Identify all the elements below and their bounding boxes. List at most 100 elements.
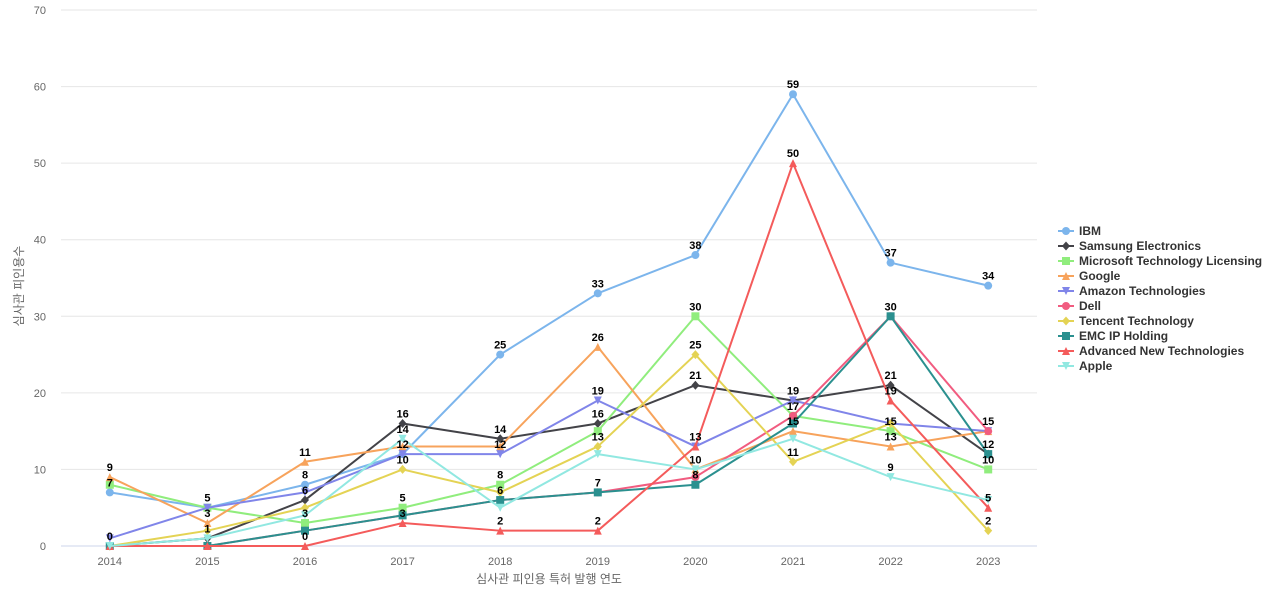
data-label: 16 xyxy=(592,408,604,420)
legend-item[interactable]: Tencent Technology xyxy=(1058,314,1194,328)
data-label: 38 xyxy=(689,240,701,252)
data-point[interactable] xyxy=(398,418,407,428)
data-point[interactable] xyxy=(691,442,700,451)
data-point[interactable] xyxy=(984,503,993,512)
data-point[interactable] xyxy=(496,496,505,505)
data-point[interactable] xyxy=(984,465,993,474)
data-point[interactable] xyxy=(886,312,895,321)
data-point[interactable] xyxy=(691,465,700,474)
data-point[interactable] xyxy=(593,289,602,298)
data-point[interactable] xyxy=(593,418,602,428)
data-point[interactable] xyxy=(886,258,895,267)
data-label: 37 xyxy=(884,248,896,260)
legend-item[interactable]: Dell xyxy=(1058,299,1101,313)
data-point[interactable] xyxy=(593,396,602,405)
data-label: 9 xyxy=(107,462,113,474)
data-point[interactable] xyxy=(886,418,895,428)
data-point[interactable] xyxy=(301,511,309,520)
data-point[interactable] xyxy=(789,90,797,99)
data-point[interactable] xyxy=(398,503,407,512)
data-point[interactable] xyxy=(886,442,895,451)
data-point[interactable] xyxy=(593,450,602,459)
data-label: 0 xyxy=(107,531,113,543)
data-point[interactable] xyxy=(789,396,797,405)
data-point[interactable] xyxy=(398,519,407,528)
data-point[interactable] xyxy=(496,434,505,444)
data-point[interactable] xyxy=(105,480,114,489)
legend-item[interactable]: Microsoft Technology Licensing xyxy=(1058,254,1262,268)
data-point[interactable] xyxy=(496,503,505,512)
data-point[interactable] xyxy=(984,281,993,290)
legend-item[interactable]: IBM xyxy=(1058,224,1101,238)
data-point[interactable] xyxy=(691,312,700,321)
data-point[interactable] xyxy=(789,457,797,467)
data-point[interactable] xyxy=(105,542,114,550)
data-point[interactable] xyxy=(691,350,700,360)
legend-label: Apple xyxy=(1079,359,1113,373)
data-point[interactable] xyxy=(496,442,505,451)
data-point[interactable] xyxy=(398,442,407,451)
data-point[interactable] xyxy=(789,434,797,443)
data-point[interactable] xyxy=(398,511,407,520)
data-point[interactable] xyxy=(496,350,505,359)
data-point[interactable] xyxy=(301,488,309,497)
data-point[interactable] xyxy=(593,526,602,535)
data-point[interactable] xyxy=(301,495,309,505)
data-point[interactable] xyxy=(496,450,505,459)
data-point[interactable] xyxy=(984,526,993,536)
legend-item[interactable]: Apple xyxy=(1058,359,1113,373)
data-point[interactable] xyxy=(398,450,407,459)
data-point[interactable] xyxy=(301,457,309,466)
data-point[interactable] xyxy=(301,503,309,513)
data-point[interactable] xyxy=(886,380,895,390)
data-point[interactable] xyxy=(203,526,212,536)
data-point[interactable] xyxy=(886,427,895,436)
data-point[interactable] xyxy=(203,542,212,550)
data-label: 10 xyxy=(396,454,408,466)
data-label: 7 xyxy=(595,477,601,489)
data-point[interactable] xyxy=(203,503,212,512)
data-point[interactable] xyxy=(593,427,602,436)
data-point[interactable] xyxy=(886,396,895,405)
data-point[interactable] xyxy=(301,526,309,535)
data-point[interactable] xyxy=(301,542,309,550)
data-point[interactable] xyxy=(105,534,114,543)
data-point[interactable] xyxy=(398,434,407,443)
data-point[interactable] xyxy=(398,464,407,474)
data-point[interactable] xyxy=(789,427,797,436)
legend-item[interactable]: Samsung Electronics xyxy=(1058,239,1201,253)
data-point[interactable] xyxy=(496,526,505,535)
data-point[interactable] xyxy=(789,419,797,428)
data-point[interactable] xyxy=(301,480,309,489)
data-point[interactable] xyxy=(984,450,993,459)
legend-label: Amazon Technologies xyxy=(1079,284,1206,298)
data-point[interactable] xyxy=(496,480,505,489)
data-point[interactable] xyxy=(691,480,700,489)
data-point[interactable] xyxy=(789,411,797,420)
series-microsoft-technology-licensing xyxy=(105,312,993,528)
legend-item[interactable]: Google xyxy=(1058,269,1121,283)
data-point[interactable] xyxy=(886,473,895,482)
grid-lines xyxy=(61,9,1037,470)
data-point[interactable] xyxy=(203,519,212,528)
data-point[interactable] xyxy=(593,441,602,451)
legend-item[interactable]: Advanced New Technologies xyxy=(1058,344,1244,358)
data-point[interactable] xyxy=(496,487,505,497)
data-point[interactable] xyxy=(203,534,212,543)
x-axis-ticks: 2014 2015 2016 2017 2018 2019 2020 2021 2022 2023 xyxy=(98,556,1001,568)
data-point[interactable] xyxy=(984,496,993,505)
data-point[interactable] xyxy=(593,342,602,351)
legend-item[interactable]: EMC IP Holding xyxy=(1058,329,1168,343)
data-point[interactable] xyxy=(789,159,797,168)
legend-item[interactable]: Amazon Technologies xyxy=(1058,284,1206,298)
data-point[interactable] xyxy=(105,473,114,482)
data-label: 6 xyxy=(302,485,308,497)
data-point[interactable] xyxy=(105,488,114,497)
data-point[interactable] xyxy=(691,473,700,482)
data-point[interactable] xyxy=(984,427,993,436)
data-point[interactable] xyxy=(691,380,700,390)
data-point[interactable] xyxy=(593,488,602,497)
legend-marker xyxy=(1062,272,1070,280)
data-point[interactable] xyxy=(301,519,309,528)
data-point[interactable] xyxy=(691,251,700,260)
